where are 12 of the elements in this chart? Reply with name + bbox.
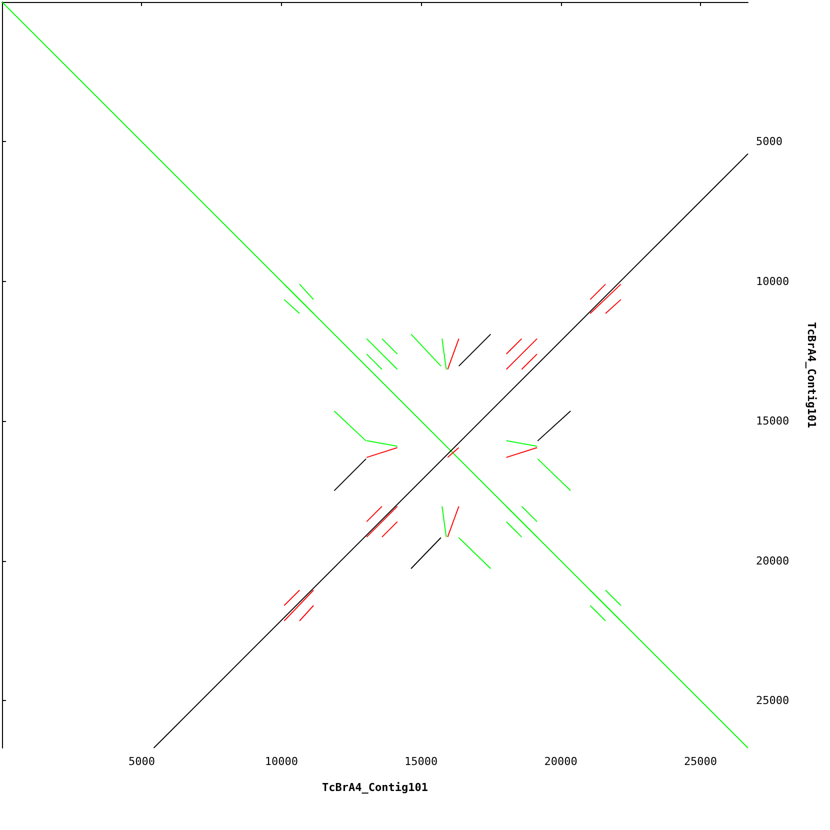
y-tick-label: 15000 (756, 414, 790, 428)
y-tick-label: 25000 (756, 694, 790, 707)
x-tick-label: 10000 (264, 755, 298, 768)
x-tick-label: 25000 (684, 755, 718, 768)
x-axis-title: TcBrA4_Contig101 (322, 781, 428, 794)
x-tick-label: 20000 (544, 755, 578, 768)
x-tick-label: 15000 (404, 755, 438, 768)
x-tick-label: 5000 (128, 755, 155, 768)
y-tick-label: 20000 (756, 554, 790, 568)
y-tick-label: 10000 (756, 274, 790, 288)
y-tick-label: 5000 (756, 135, 782, 148)
y-axis-title: TcBrA4_Contig101 (805, 322, 818, 428)
